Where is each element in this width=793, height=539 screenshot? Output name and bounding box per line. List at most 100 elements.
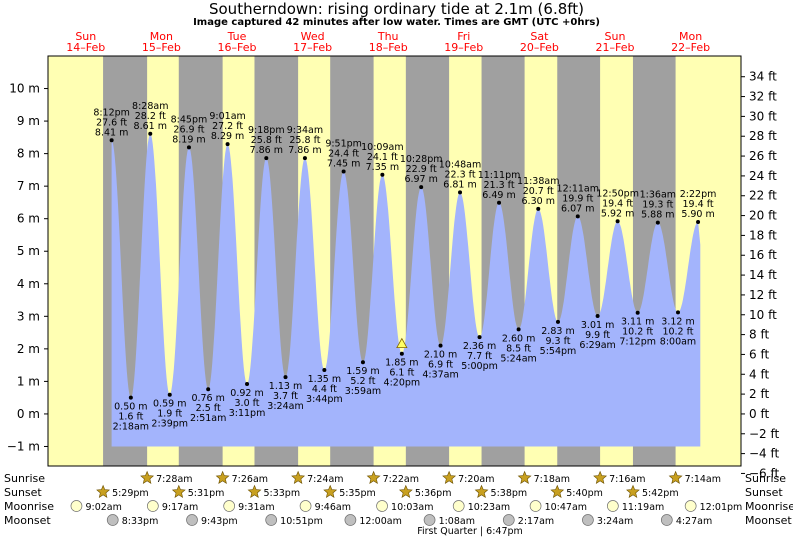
sunrise-label-right: Sunrise (745, 472, 786, 485)
tide-time: 7:12pm (619, 337, 656, 348)
tide-time: 9:01am (209, 111, 245, 122)
tide-height-ft: 1.6 ft (118, 412, 143, 423)
sunrise-star-icon (517, 470, 532, 484)
tide-height-m: 1.85 m (385, 358, 418, 369)
moonrise-moon-icon (376, 500, 388, 512)
tide-point (555, 319, 560, 324)
tide-time: 9:18pm (248, 125, 285, 136)
tide-time: 9:34am (287, 125, 323, 136)
tide-height-ft: 19.4 ft (683, 199, 714, 210)
tide-time: 2:51am (190, 413, 226, 424)
day-date: 19–Feb (444, 41, 483, 54)
moonset-time: 10:51pm (280, 516, 323, 527)
tide-point (264, 156, 269, 161)
moonset-moon-icon (344, 514, 357, 526)
sunrise-time: 7:24am (307, 474, 343, 485)
moonrise-time: 10:23am (468, 502, 510, 513)
tide-point (341, 169, 346, 174)
tide-time: 10:28pm (400, 154, 443, 165)
moonrise-time: 9:46am (315, 502, 351, 513)
moonrise-time: 12:01pm (700, 502, 743, 513)
tide-height-m: 0.92 m (230, 388, 263, 399)
tide-point (167, 392, 172, 397)
tide-height-ft: 4.4 ft (312, 384, 337, 395)
tide-point (615, 219, 620, 224)
tide-height-ft: 6.9 ft (428, 360, 453, 371)
sunrise-star-icon (668, 470, 683, 484)
day-name: Sun (75, 30, 96, 43)
tide-height-ft: 10.2 ft (622, 327, 653, 338)
left-tick-label: 7 m (17, 179, 40, 193)
tide-height-ft: 21.3 ft (483, 180, 514, 191)
sunset-time: 5:36pm (415, 488, 452, 499)
tide-point (360, 360, 365, 365)
moonset-moon-icon (660, 514, 673, 526)
tide-point (419, 185, 424, 190)
tide-height-m: 0.50 m (114, 402, 147, 413)
left-tick-label: 3 m (17, 309, 40, 323)
tide-height-ft: 3.7 ft (273, 391, 298, 402)
tide-time: 4:37am (422, 370, 458, 381)
tide-height-m: 3.01 m (581, 320, 614, 331)
moonset-time: 8:33pm (122, 516, 159, 527)
moonset-moon-icon (423, 514, 436, 526)
right-tick-label: 20 ft (749, 209, 777, 223)
moonset-moon-icon (582, 514, 594, 526)
tide-time: 4:20pm (384, 378, 421, 389)
left-tick-label: 2 m (17, 342, 40, 356)
tide-height-ft: 28.2 ft (135, 111, 166, 122)
moonrise-time: 9:31am (238, 502, 274, 513)
day-date: 22–Feb (671, 41, 710, 54)
moonset-time: 3:24am (597, 516, 633, 527)
sunset-star-icon (550, 484, 565, 498)
day-name: Wed (301, 30, 325, 43)
day-date: 15–Feb (142, 41, 181, 54)
tide-time: 3:44pm (306, 394, 343, 405)
tide-point (302, 156, 307, 161)
moonrise-label-right: Moonrise (745, 500, 793, 513)
moonset-time: 9:43pm (201, 516, 238, 527)
tide-height-m: 5.90 m (681, 209, 714, 220)
right-tick-label: 18 ft (749, 228, 777, 242)
moonset-label-left: Moonset (4, 514, 51, 527)
tide-height-m: 7.86 m (288, 145, 321, 156)
sunrise-star-icon (140, 470, 155, 484)
day-date: 16–Feb (218, 41, 257, 54)
tide-height-m: 8.29 m (211, 131, 244, 142)
tide-point (676, 310, 680, 315)
moonset-time: 12:00am (359, 516, 401, 527)
day-date: 17–Feb (293, 41, 332, 54)
tide-height-m: 7.86 m (250, 145, 283, 156)
left-tick-label: 1 m (17, 374, 40, 388)
tide-point (575, 214, 580, 219)
tide-height-ft: 24.1 ft (367, 152, 398, 163)
tide-height-m: 1.13 m (269, 381, 302, 392)
tide-height-m: 2.83 m (541, 326, 574, 337)
tide-point (225, 142, 230, 147)
tide-point (148, 131, 153, 136)
tide-height-m: 6.07 m (561, 203, 594, 214)
tide-time: 3:59am (345, 386, 381, 397)
tide-height-ft: 26.9 ft (173, 124, 204, 135)
tide-height-m: 2.60 m (502, 333, 535, 344)
day-name: Sat (530, 30, 549, 43)
day-name: Fri (457, 30, 470, 43)
moonrise-moon-icon (299, 500, 312, 512)
tide-point (516, 327, 521, 332)
tide-time: 5:54pm (540, 346, 577, 357)
sunset-star-icon (171, 484, 186, 498)
sunrise-time: 7:28am (156, 474, 192, 485)
tide-time: 8:45pm (171, 114, 208, 125)
left-tick-label: 8 m (17, 147, 40, 161)
sunset-label-right: Sunset (745, 486, 783, 499)
tide-height-ft: 3.0 ft (235, 398, 260, 409)
moonrise-moon-icon (223, 500, 236, 512)
moonset-time: 1:08am (439, 516, 475, 527)
tide-time: 3:11pm (229, 408, 266, 419)
tide-point (245, 382, 250, 386)
moonrise-moon-icon (452, 500, 465, 512)
right-tick-label: 32 ft (749, 90, 777, 104)
tide-height-m: 7.35 m (366, 162, 399, 173)
tide-height-ft: 9.9 ft (585, 330, 610, 341)
